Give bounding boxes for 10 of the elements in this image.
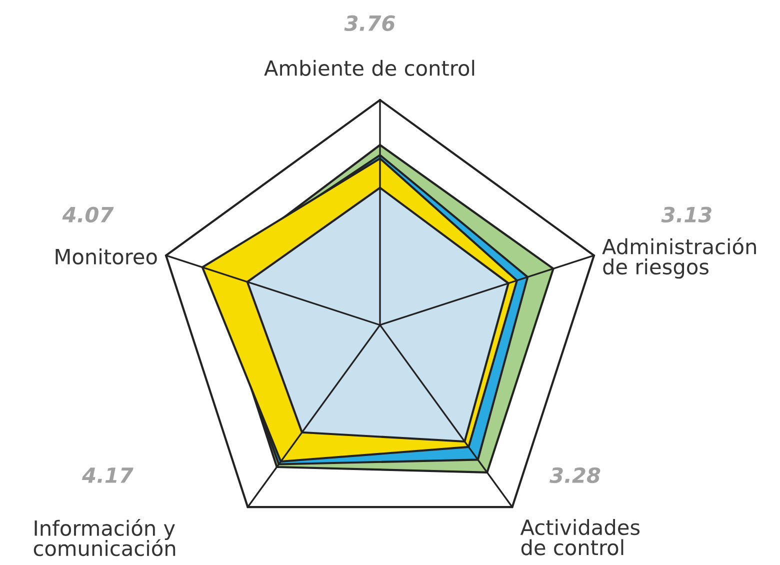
- spoke-label: Administración de riesgos: [602, 237, 756, 279]
- text: 3.13: [661, 206, 712, 223]
- spoke-label: Monitoreo: [56, 248, 157, 265]
- spoke-label: Información y comunicación: [34, 519, 176, 556]
- text: 3.76: [344, 15, 395, 32]
- spoke-label: Actividades de control: [520, 519, 640, 556]
- text: 3.28: [550, 467, 600, 484]
- text: 4.17: [82, 468, 134, 483]
- spoke-label: Ambiente de control: [264, 60, 474, 76]
- text: 4.07: [62, 206, 114, 223]
